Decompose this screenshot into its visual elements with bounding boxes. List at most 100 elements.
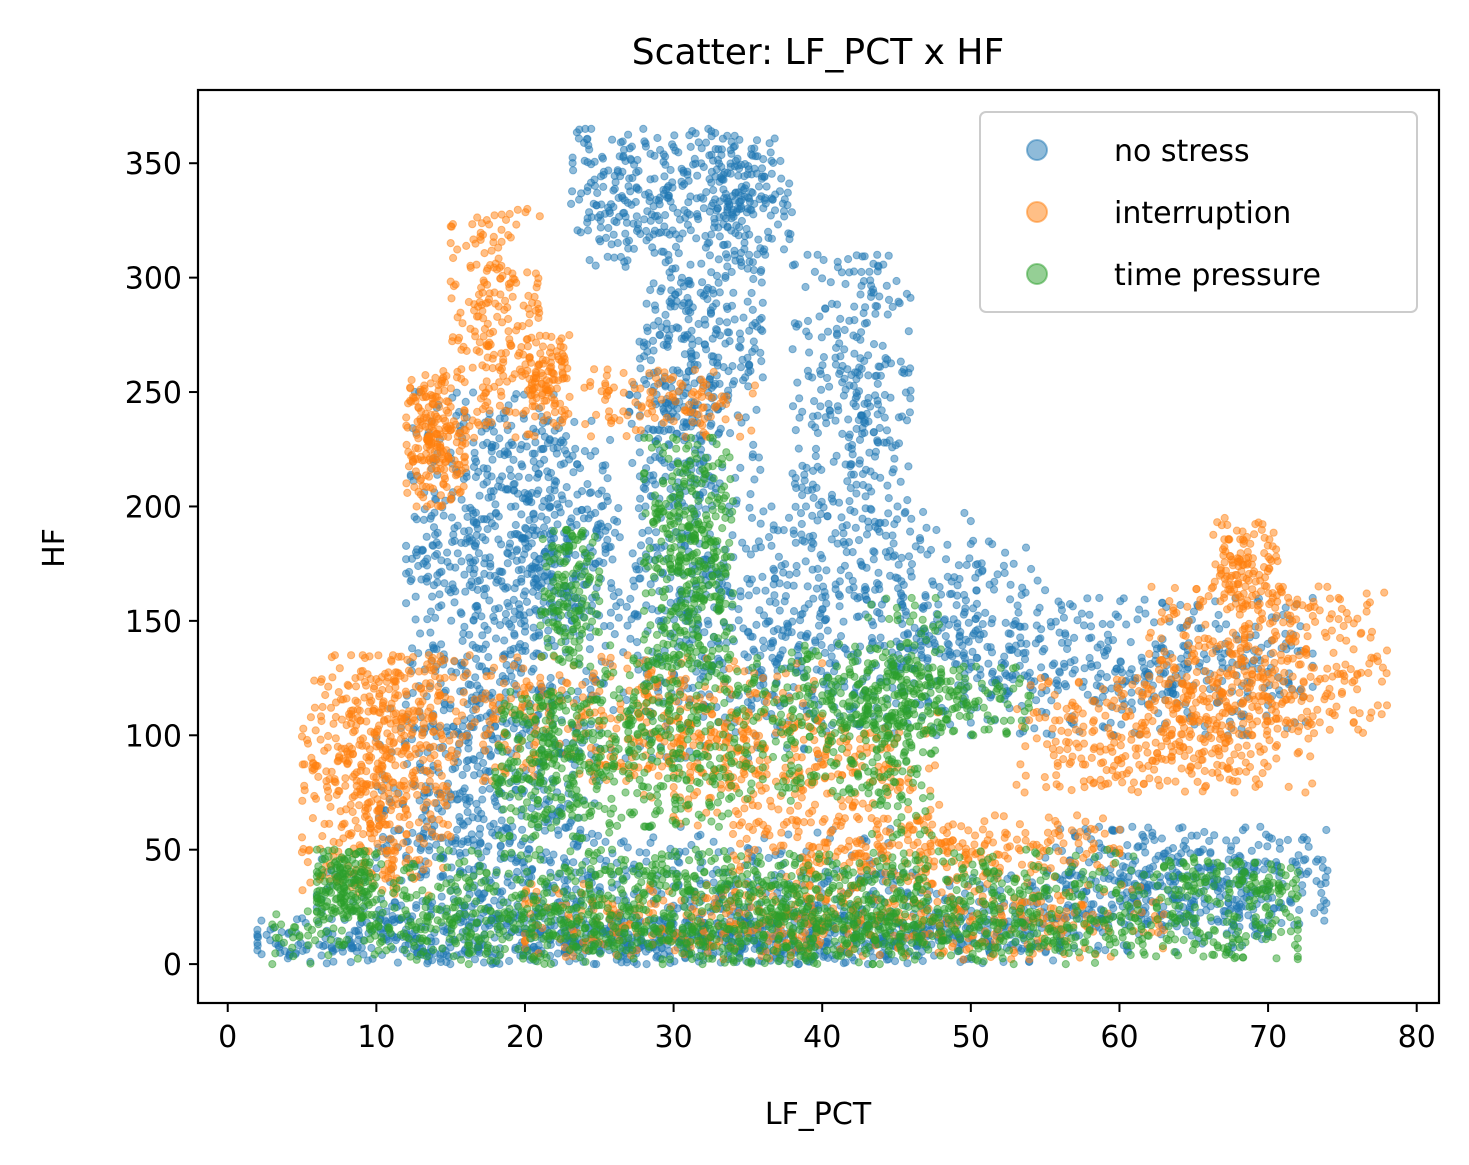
data-point — [813, 411, 822, 420]
data-point — [489, 819, 498, 828]
data-point — [623, 843, 632, 852]
data-point — [717, 150, 726, 160]
data-point — [984, 659, 993, 668]
data-point — [856, 290, 865, 299]
data-point — [809, 539, 818, 548]
data-point — [606, 435, 615, 445]
data-point — [952, 649, 961, 658]
data-point — [501, 609, 510, 619]
data-point — [497, 540, 506, 549]
data-point — [538, 502, 547, 511]
data-point — [785, 179, 794, 188]
data-point — [835, 369, 844, 378]
data-point — [928, 577, 937, 586]
data-point — [673, 208, 682, 217]
data-point — [699, 162, 708, 172]
data-point — [811, 444, 821, 453]
data-point — [822, 614, 831, 624]
data-point — [638, 528, 647, 538]
data-point — [322, 959, 331, 968]
data-point — [509, 485, 519, 495]
data-point — [754, 235, 763, 244]
data-point — [478, 533, 487, 542]
data-point — [451, 587, 460, 596]
data-point — [1158, 598, 1167, 607]
data-point — [473, 888, 482, 897]
data-point — [730, 250, 739, 259]
data-point — [759, 611, 769, 620]
data-point — [469, 388, 478, 397]
data-point — [1046, 618, 1055, 627]
data-point — [393, 958, 402, 967]
data-point — [253, 933, 263, 942]
data-point — [803, 582, 812, 591]
data-point — [592, 201, 601, 210]
data-point — [784, 513, 794, 522]
data-point — [481, 640, 490, 649]
data-point — [684, 315, 693, 324]
data-point — [524, 845, 533, 854]
data-point — [622, 218, 632, 227]
data-point — [726, 429, 735, 438]
data-point — [743, 297, 752, 306]
data-point — [699, 291, 708, 300]
data-point — [852, 480, 861, 489]
data-point — [460, 622, 469, 631]
data-point — [685, 131, 694, 140]
data-point — [884, 509, 893, 518]
data-point — [705, 151, 714, 160]
data-point — [1004, 642, 1014, 651]
data-point — [715, 317, 724, 326]
data-point — [529, 509, 538, 518]
data-point — [768, 195, 777, 204]
data-point — [684, 279, 693, 288]
data-point — [402, 599, 411, 608]
data-point — [789, 607, 799, 616]
data-point — [971, 614, 980, 624]
data-point — [599, 558, 608, 568]
data-point — [889, 539, 898, 548]
data-point — [904, 327, 913, 336]
data-point — [679, 418, 689, 427]
data-point — [471, 602, 480, 611]
data-point — [596, 216, 605, 225]
data-point — [906, 527, 915, 536]
data-point — [752, 405, 761, 414]
data-point — [597, 502, 606, 511]
data-point — [969, 536, 978, 545]
data-point — [841, 645, 850, 654]
data-point — [798, 407, 807, 416]
data-point — [626, 594, 635, 604]
data-point — [858, 469, 868, 479]
data-point — [1060, 680, 1070, 689]
data-point — [708, 334, 717, 343]
data-point — [1070, 633, 1079, 643]
data-point — [571, 550, 580, 560]
data-point — [664, 404, 673, 413]
data-point — [873, 379, 882, 388]
data-point — [841, 279, 850, 289]
data-point — [756, 267, 765, 276]
data-point — [653, 133, 662, 143]
data-point — [1100, 651, 1110, 660]
data-point — [568, 451, 577, 460]
data-point — [836, 352, 845, 361]
data-point — [1140, 595, 1149, 604]
data-point — [839, 617, 848, 626]
data-point — [469, 462, 479, 471]
data-point — [680, 206, 689, 215]
data-point — [730, 142, 739, 151]
data-point — [890, 520, 899, 529]
data-point — [621, 229, 630, 238]
data-point — [849, 583, 858, 592]
data-point — [458, 636, 467, 646]
data-point — [736, 363, 746, 372]
data-point — [560, 876, 569, 885]
data-point — [780, 597, 789, 606]
data-point — [483, 525, 492, 534]
data-point — [728, 531, 737, 540]
data-point — [865, 448, 874, 457]
data-point — [764, 233, 773, 242]
data-point — [624, 182, 633, 191]
data-point — [459, 629, 468, 638]
